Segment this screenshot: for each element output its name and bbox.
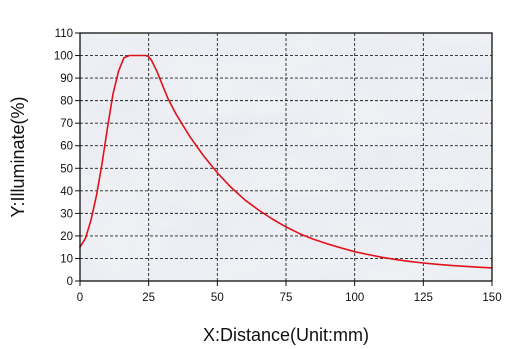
- y-tick-label: 10: [60, 253, 73, 265]
- y-tick-label: 110: [55, 28, 73, 40]
- x-tick-label: 100: [345, 292, 364, 304]
- y-tick-label: 70: [60, 118, 73, 130]
- y-tick-label: 40: [60, 186, 73, 198]
- y-tick-label: 100: [54, 51, 73, 63]
- y-tick-label: 0: [67, 276, 73, 288]
- x-axis: 0 25 50 75 100 125 150: [77, 281, 502, 304]
- x-tick-label: 0: [77, 292, 83, 304]
- y-tick-label: 90: [60, 73, 73, 85]
- x-tick-label: 50: [211, 292, 224, 304]
- grid: [80, 33, 492, 281]
- y-tick-label: 50: [60, 163, 73, 175]
- y-tick-label: 30: [60, 208, 73, 220]
- y-tick-label: 20: [60, 231, 73, 243]
- x-tick-label: 150: [482, 292, 501, 304]
- series-group: [79, 54, 493, 269]
- series-line: [79, 54, 493, 269]
- y-tick-label: 60: [60, 141, 73, 153]
- x-tick-label: 75: [280, 292, 293, 304]
- x-tick-label: 25: [142, 292, 155, 304]
- y-axis-title: Y:Illuminate(%): [8, 96, 28, 217]
- y-tick-label: 80: [60, 96, 73, 108]
- x-tick-label: 125: [414, 292, 433, 304]
- y-axis: 0 10 20 30 40 50 60 70 80 90 100 110: [54, 28, 80, 288]
- plot-frame: [79, 32, 493, 282]
- x-axis-title: X:Distance(Unit:mm): [203, 325, 369, 345]
